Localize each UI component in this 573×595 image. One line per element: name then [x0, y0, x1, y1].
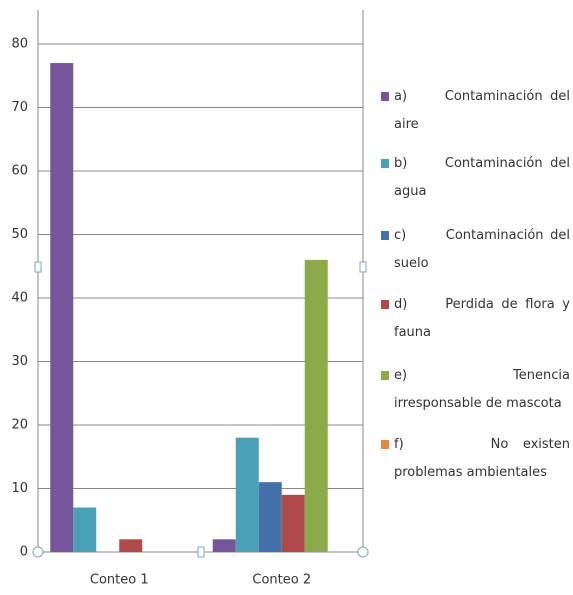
y-tick-label: 70 [11, 100, 28, 115]
resize-handle [359, 261, 367, 273]
legend-swatch [381, 440, 389, 449]
x-tick-label: Conteo 1 [90, 573, 149, 588]
y-tick-label: 80 [11, 37, 28, 52]
legend-label: c) Contaminación del suelo [394, 228, 570, 271]
resize-handle [32, 546, 44, 558]
legend-swatch [381, 300, 389, 309]
legend-swatch [381, 231, 389, 240]
legend-swatch [381, 371, 389, 380]
y-tick-label: 30 [11, 354, 28, 369]
legend-label: a) Contaminación del aire [394, 89, 570, 132]
legend-swatch [381, 92, 389, 101]
resize-handle [357, 546, 369, 558]
y-tick-label: 10 [11, 481, 28, 496]
y-tick-label: 50 [11, 227, 28, 242]
bar [304, 259, 328, 552]
bar [50, 63, 74, 553]
legend-label: f) No existen problemas ambientales [394, 437, 570, 480]
legend-swatch [381, 159, 389, 168]
y-tick-label: 40 [11, 291, 28, 306]
bar [258, 482, 282, 552]
legend-label: e) Tenencia irresponsable de mascota [394, 368, 570, 411]
legend-label: b) Contaminación del agua [394, 156, 570, 199]
legend-label: d) Perdida de flora y fauna [394, 297, 570, 340]
y-tick-label: 20 [11, 418, 28, 433]
bar [119, 539, 143, 552]
bar [212, 539, 236, 552]
bar [73, 507, 97, 552]
resize-handle [197, 546, 205, 558]
bar [235, 437, 259, 552]
y-tick-label: 60 [11, 164, 28, 179]
x-tick-label: Conteo 2 [252, 573, 311, 588]
bar [281, 494, 305, 552]
resize-handle [34, 261, 42, 273]
y-tick-label: 0 [20, 545, 28, 560]
